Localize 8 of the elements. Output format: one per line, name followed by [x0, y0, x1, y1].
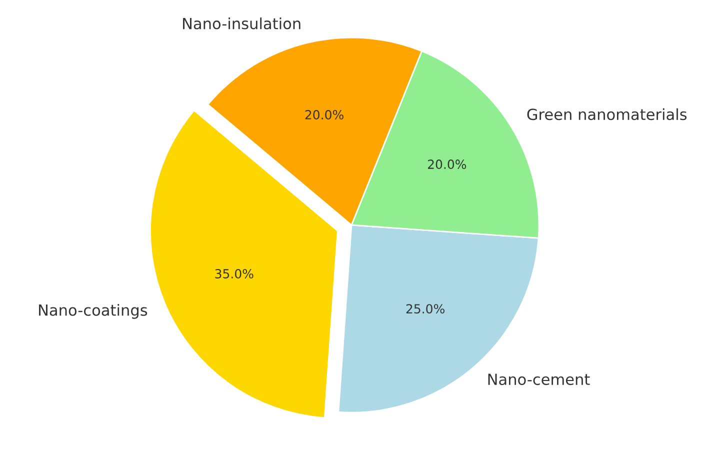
- slice-label: Nano-insulation: [183, 17, 300, 30]
- data-label: 25.0%: [406, 304, 444, 314]
- slice-label: Nano-cement: [488, 374, 590, 386]
- slice-label: Green nanomaterials: [527, 108, 687, 120]
- data-label: 35.0%: [215, 268, 254, 278]
- data-label: 20.0%: [305, 110, 344, 120]
- data-label: 20.0%: [428, 160, 466, 170]
- slice-label: Nano-coatings: [39, 304, 148, 319]
